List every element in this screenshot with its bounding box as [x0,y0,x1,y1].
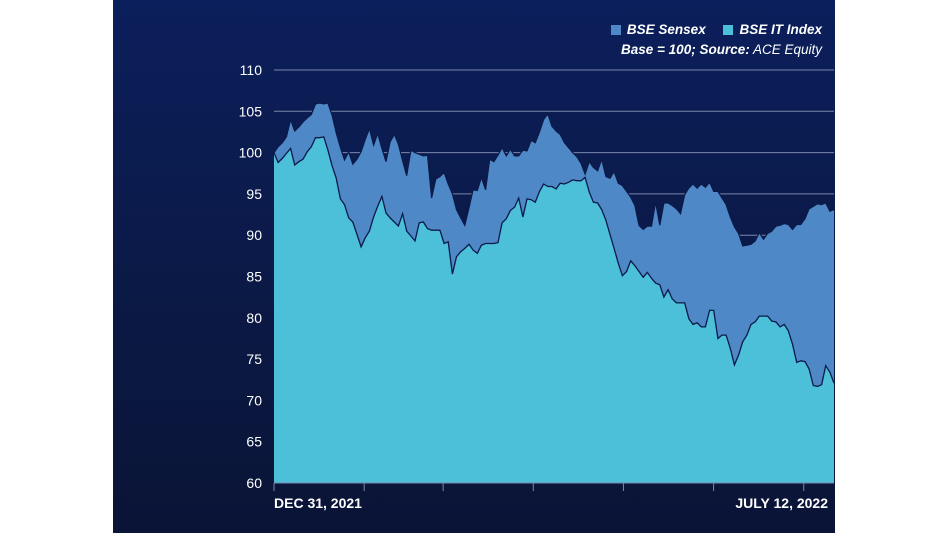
legend-item-it: BSE IT Index [723,22,822,37]
bse-sensex-line [273,102,835,247]
y-tick-label: 90 [246,227,262,243]
chart-panel: 110 105 100 95 90 85 80 75 70 65 60 DEC 31, 2021 J… [113,0,835,533]
x-label-start: DEC 31, 2021 [274,495,362,511]
y-tick-label: 110 [240,62,263,78]
source-note: Base = 100; Source: ACE Equity [597,40,822,60]
x-axis: DEC 31, 2021 JULY 12, 2022 [273,482,834,511]
y-tick-label: 85 [246,269,262,285]
legend-swatch-sensex [610,25,621,35]
x-label-end: JULY 12, 2022 [735,495,828,511]
y-tick-label: 70 [246,392,262,408]
base-note: Base = 100; Source: [621,42,750,57]
y-tick-label: 60 [246,475,262,491]
source-name: ACE Equity [752,42,822,57]
legend: BSE Sensex BSE IT Index Base = 100; Sour… [597,20,822,60]
legend-label-sensex: BSE Sensex [626,22,706,37]
legend-swatch-it [723,25,734,35]
bse-it-index-line [273,136,835,388]
legend-item-sensex: BSE Sensex [610,22,706,37]
y-tick-label: 75 [246,351,262,367]
bse-it-index-area [274,136,834,483]
y-tick-label: 100 [239,145,263,161]
area-chart: 110 105 100 95 90 85 80 75 70 65 60 DEC 31, 2021 J… [239,62,835,511]
y-axis: 110 105 100 95 90 85 80 75 70 65 60 [239,62,263,491]
y-tick-label: 65 [246,434,262,450]
y-tick-label: 95 [246,186,262,202]
legend-label-it: BSE IT Index [739,22,822,37]
y-tick-label: 105 [239,103,263,119]
y-tick-label: 80 [246,310,262,326]
